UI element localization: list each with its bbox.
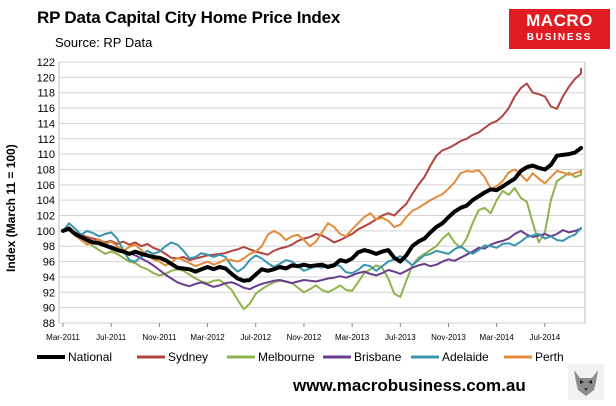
y-tick-label-100: 100 [37,226,55,238]
logo-text-top: MACRO [526,11,593,30]
series-layer [61,67,583,311]
legend-label-sydney: Sydney [168,350,208,364]
x-tick-label-Jul-2012: Jul-2012 [240,333,271,342]
x-tick-label-Nov-2012: Nov-2012 [287,333,322,342]
y-tick-label-114: 114 [37,118,55,130]
chart-subtitle: Source: RP Data [55,35,153,50]
y-tick-label-110: 110 [37,149,55,161]
series-line-adelaide [62,222,582,275]
y-tick-label-94: 94 [43,272,55,284]
y-tick-label-98: 98 [43,241,55,253]
series-line-brisbane [62,227,582,291]
x-tick-label-Mar-2012: Mar-2012 [190,333,225,342]
logo-text-bottom: BUSINESS [526,32,593,43]
legend-label-adelaide: Adelaide [442,350,489,364]
x-tick-label-Mar-2011: Mar-2011 [46,333,80,342]
legend-label-perth: Perth [535,350,564,364]
axis-layer: 88 90 92 94 96 98 100 102 104 106 108 110 112 114 116 1… [37,57,561,342]
x-tick-label-Jul-2011: Jul-2011 [96,333,127,342]
y-tick-label-92: 92 [43,287,55,299]
series-line-melbourne [62,169,582,311]
y-tick-label-106: 106 [37,180,55,192]
y-tick-label-90: 90 [43,303,55,315]
website-url: www.macrobusiness.com.au [293,376,526,395]
wolf-logo-icon [568,364,604,400]
chart-title: RP Data Capital City Home Price Index [37,8,341,27]
y-tick-label-96: 96 [43,257,55,269]
macrobusiness-logo: MACRO BUSINESS [509,9,610,49]
y-tick-label-120: 120 [37,72,55,84]
x-tick-label-Nov-2011: Nov-2011 [142,333,177,342]
x-tick-label-Nov-2013: Nov-2013 [431,333,466,342]
y-tick-label-122: 122 [37,57,55,69]
y-tick-label-112: 112 [37,134,55,146]
y-tick-label-102: 102 [37,211,55,223]
x-tick-label-Mar-2013: Mar-2013 [335,333,370,342]
x-tick-label-Jul-2014: Jul-2014 [530,333,561,342]
series-line-sydney [62,67,582,262]
x-tick-label-Mar-2014: Mar-2014 [480,333,515,342]
legend-label-melbourne: Melbourne [258,350,315,364]
y-tick-label-108: 108 [37,164,55,176]
y-tick-label-104: 104 [37,195,55,207]
series-line-national [61,146,583,283]
x-tick-label-Jul-2013: Jul-2013 [385,333,416,342]
y-tick-label-116: 116 [37,103,55,115]
y-tick-label-118: 118 [37,88,55,100]
legend-layer: National Sydney Melbourne Brisbane Adelaide P… [37,350,564,364]
legend-label-brisbane: Brisbane [354,350,402,364]
legend-label-national: National [68,350,112,364]
y-tick-label-88: 88 [43,318,55,330]
